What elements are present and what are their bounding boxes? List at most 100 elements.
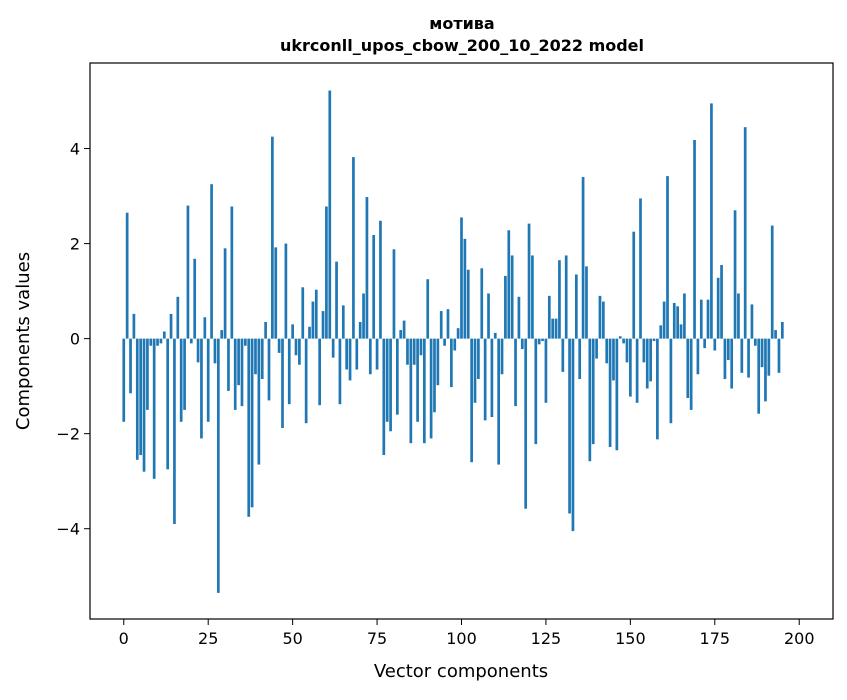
x-axis-ticks: 0 25 50 75 100 125 150 175 200 [119, 619, 815, 648]
bar [146, 338, 149, 410]
bar [504, 275, 507, 339]
bar [372, 235, 376, 339]
bar [395, 338, 399, 415]
bar [527, 223, 531, 339]
bar [699, 299, 703, 339]
bar [345, 338, 349, 370]
bar [520, 338, 524, 350]
bar [135, 338, 139, 460]
bar [341, 305, 345, 339]
bar [672, 302, 676, 339]
bar [571, 338, 575, 532]
bar [382, 338, 386, 456]
bar [780, 321, 784, 339]
bar [656, 338, 659, 440]
bar [683, 293, 686, 339]
bar [149, 338, 153, 346]
x-tick-label: 25 [198, 629, 218, 648]
bar [392, 249, 396, 339]
bar [473, 338, 477, 403]
bar [622, 338, 625, 344]
bar [618, 336, 622, 339]
y-axis-ticks: −4 −2 0 2 4 [56, 140, 90, 539]
bar [433, 338, 436, 413]
bar [723, 338, 727, 380]
bar [629, 338, 632, 397]
bar [220, 330, 224, 339]
bar [426, 279, 430, 339]
bar [551, 318, 555, 339]
bar [652, 338, 656, 341]
bar [645, 338, 649, 389]
bar [764, 338, 767, 402]
bar [237, 338, 240, 386]
bar [166, 338, 170, 470]
bar [173, 338, 176, 524]
bar [200, 338, 203, 439]
bar [196, 338, 200, 363]
bar [477, 338, 480, 380]
bar [318, 338, 322, 406]
bar [537, 338, 541, 345]
bar [632, 231, 636, 339]
bar [304, 338, 308, 424]
bar [490, 338, 494, 418]
bar [689, 338, 693, 410]
bar [750, 304, 754, 339]
bar [409, 338, 413, 444]
bar [156, 338, 159, 346]
x-tick-label: 0 [119, 629, 129, 648]
y-tick-label: 4 [70, 140, 80, 159]
bar [777, 338, 781, 373]
bar [416, 338, 419, 422]
bar [466, 269, 470, 339]
bar [480, 268, 484, 339]
bar [271, 136, 274, 339]
bar [216, 338, 220, 593]
bar [460, 217, 463, 339]
y-tick-label: −2 [56, 425, 80, 444]
bar [605, 338, 609, 364]
bar [635, 338, 639, 403]
x-tick-label: 125 [531, 629, 562, 648]
bar [716, 277, 720, 339]
bar [547, 295, 551, 339]
y-axis-label: Components values [13, 252, 34, 430]
bar [453, 338, 457, 351]
bar [770, 225, 774, 339]
bar [581, 177, 585, 339]
bar [760, 338, 764, 368]
bar [554, 318, 558, 339]
bar [463, 238, 467, 339]
bar [649, 338, 652, 382]
plot-frame [89, 62, 834, 620]
bar [250, 338, 254, 508]
bar [314, 289, 318, 339]
bar [531, 255, 534, 339]
bar [541, 338, 544, 341]
bar [362, 293, 365, 339]
bar [264, 321, 267, 339]
bar [514, 338, 517, 407]
bar [713, 338, 717, 351]
bar [568, 338, 571, 514]
bar [757, 338, 761, 414]
bar [696, 338, 700, 375]
bar [179, 338, 183, 422]
bar [422, 338, 426, 444]
bar [355, 338, 359, 370]
x-tick-label: 100 [446, 629, 477, 648]
bar [206, 338, 210, 422]
bar [662, 301, 666, 339]
bar [737, 293, 740, 339]
y-tick-label: 0 [70, 330, 80, 349]
bar [331, 338, 335, 358]
bar [325, 206, 328, 339]
bar [706, 299, 710, 339]
bar [524, 338, 528, 509]
y-tick-label: 2 [70, 235, 80, 254]
bar [301, 287, 305, 339]
bar [291, 324, 294, 339]
bar [274, 247, 278, 339]
